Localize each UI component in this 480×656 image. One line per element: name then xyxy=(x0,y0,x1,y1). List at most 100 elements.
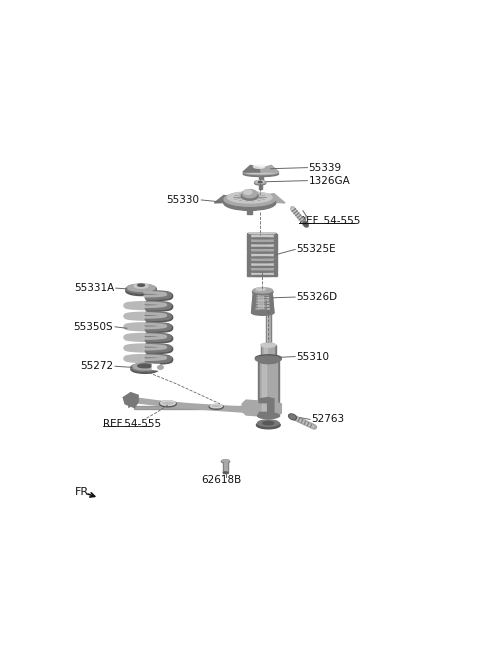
Ellipse shape xyxy=(288,414,296,420)
FancyBboxPatch shape xyxy=(248,267,251,272)
FancyBboxPatch shape xyxy=(248,203,252,214)
Ellipse shape xyxy=(243,171,278,176)
Polygon shape xyxy=(129,398,268,413)
Ellipse shape xyxy=(259,356,278,361)
FancyBboxPatch shape xyxy=(274,272,276,276)
Polygon shape xyxy=(123,393,138,407)
Ellipse shape xyxy=(254,182,266,185)
Ellipse shape xyxy=(134,283,148,288)
Ellipse shape xyxy=(248,271,276,272)
Text: REF. 54-555: REF. 54-555 xyxy=(299,216,360,226)
Polygon shape xyxy=(261,165,279,172)
Ellipse shape xyxy=(261,343,276,347)
Ellipse shape xyxy=(133,284,149,290)
Text: 55325E: 55325E xyxy=(296,245,336,255)
Ellipse shape xyxy=(160,401,175,405)
Ellipse shape xyxy=(261,356,276,360)
Text: 55326D: 55326D xyxy=(296,292,337,302)
Text: FR.: FR. xyxy=(75,487,92,497)
FancyBboxPatch shape xyxy=(274,243,276,247)
Ellipse shape xyxy=(255,356,281,362)
Ellipse shape xyxy=(242,190,257,197)
FancyBboxPatch shape xyxy=(263,345,274,358)
Text: 55272: 55272 xyxy=(80,361,113,371)
Ellipse shape xyxy=(245,170,276,174)
Text: 52763: 52763 xyxy=(311,415,344,424)
Ellipse shape xyxy=(209,404,223,409)
Ellipse shape xyxy=(228,192,272,203)
Ellipse shape xyxy=(248,233,276,234)
Text: 55339: 55339 xyxy=(309,163,342,173)
Text: 62618B: 62618B xyxy=(202,475,241,485)
Polygon shape xyxy=(215,195,242,203)
Ellipse shape xyxy=(157,365,163,369)
FancyBboxPatch shape xyxy=(274,234,276,238)
FancyBboxPatch shape xyxy=(266,298,270,343)
Ellipse shape xyxy=(133,363,157,370)
Ellipse shape xyxy=(159,401,176,407)
FancyBboxPatch shape xyxy=(134,407,257,409)
Ellipse shape xyxy=(258,357,279,363)
Text: 1326GA: 1326GA xyxy=(309,176,350,186)
Polygon shape xyxy=(252,291,274,313)
Polygon shape xyxy=(129,398,132,407)
Ellipse shape xyxy=(244,190,252,194)
FancyBboxPatch shape xyxy=(259,182,262,189)
FancyBboxPatch shape xyxy=(274,253,276,257)
Ellipse shape xyxy=(252,289,273,295)
Ellipse shape xyxy=(243,169,278,174)
Ellipse shape xyxy=(138,284,144,286)
FancyBboxPatch shape xyxy=(248,272,251,276)
Text: REF.54-555: REF.54-555 xyxy=(103,419,161,429)
FancyBboxPatch shape xyxy=(261,345,263,358)
FancyBboxPatch shape xyxy=(225,461,227,472)
Text: 55310: 55310 xyxy=(296,352,329,361)
FancyBboxPatch shape xyxy=(248,262,251,266)
Ellipse shape xyxy=(126,287,156,296)
Polygon shape xyxy=(255,194,285,203)
FancyBboxPatch shape xyxy=(276,360,279,416)
FancyBboxPatch shape xyxy=(267,298,268,343)
FancyBboxPatch shape xyxy=(264,345,267,358)
Polygon shape xyxy=(242,400,281,417)
FancyBboxPatch shape xyxy=(274,238,276,243)
Text: 55330: 55330 xyxy=(167,195,200,205)
FancyBboxPatch shape xyxy=(248,257,251,262)
Ellipse shape xyxy=(248,266,276,268)
Ellipse shape xyxy=(248,238,276,239)
FancyBboxPatch shape xyxy=(249,248,275,253)
Ellipse shape xyxy=(126,285,156,293)
FancyBboxPatch shape xyxy=(274,345,276,358)
FancyBboxPatch shape xyxy=(223,461,228,472)
Ellipse shape xyxy=(257,181,264,182)
Ellipse shape xyxy=(253,288,273,293)
Ellipse shape xyxy=(258,358,278,363)
Ellipse shape xyxy=(304,222,308,226)
Ellipse shape xyxy=(263,422,274,425)
Ellipse shape xyxy=(223,472,228,474)
FancyBboxPatch shape xyxy=(248,253,251,257)
Ellipse shape xyxy=(256,421,280,429)
FancyBboxPatch shape xyxy=(270,298,271,343)
FancyBboxPatch shape xyxy=(258,291,264,313)
Text: 55331A: 55331A xyxy=(74,283,114,293)
FancyBboxPatch shape xyxy=(249,267,275,272)
Ellipse shape xyxy=(249,233,276,234)
Ellipse shape xyxy=(248,257,276,258)
FancyBboxPatch shape xyxy=(249,243,275,247)
Ellipse shape xyxy=(248,252,276,253)
Ellipse shape xyxy=(266,342,271,344)
Ellipse shape xyxy=(138,364,152,368)
Polygon shape xyxy=(243,165,261,172)
FancyBboxPatch shape xyxy=(248,248,251,253)
FancyBboxPatch shape xyxy=(274,262,276,266)
Ellipse shape xyxy=(258,420,279,426)
FancyBboxPatch shape xyxy=(274,257,276,262)
FancyBboxPatch shape xyxy=(274,267,276,272)
Text: 55350S: 55350S xyxy=(73,322,113,332)
FancyBboxPatch shape xyxy=(249,234,275,238)
Polygon shape xyxy=(252,291,256,313)
Ellipse shape xyxy=(258,413,279,419)
FancyBboxPatch shape xyxy=(249,257,275,262)
FancyBboxPatch shape xyxy=(248,234,251,238)
